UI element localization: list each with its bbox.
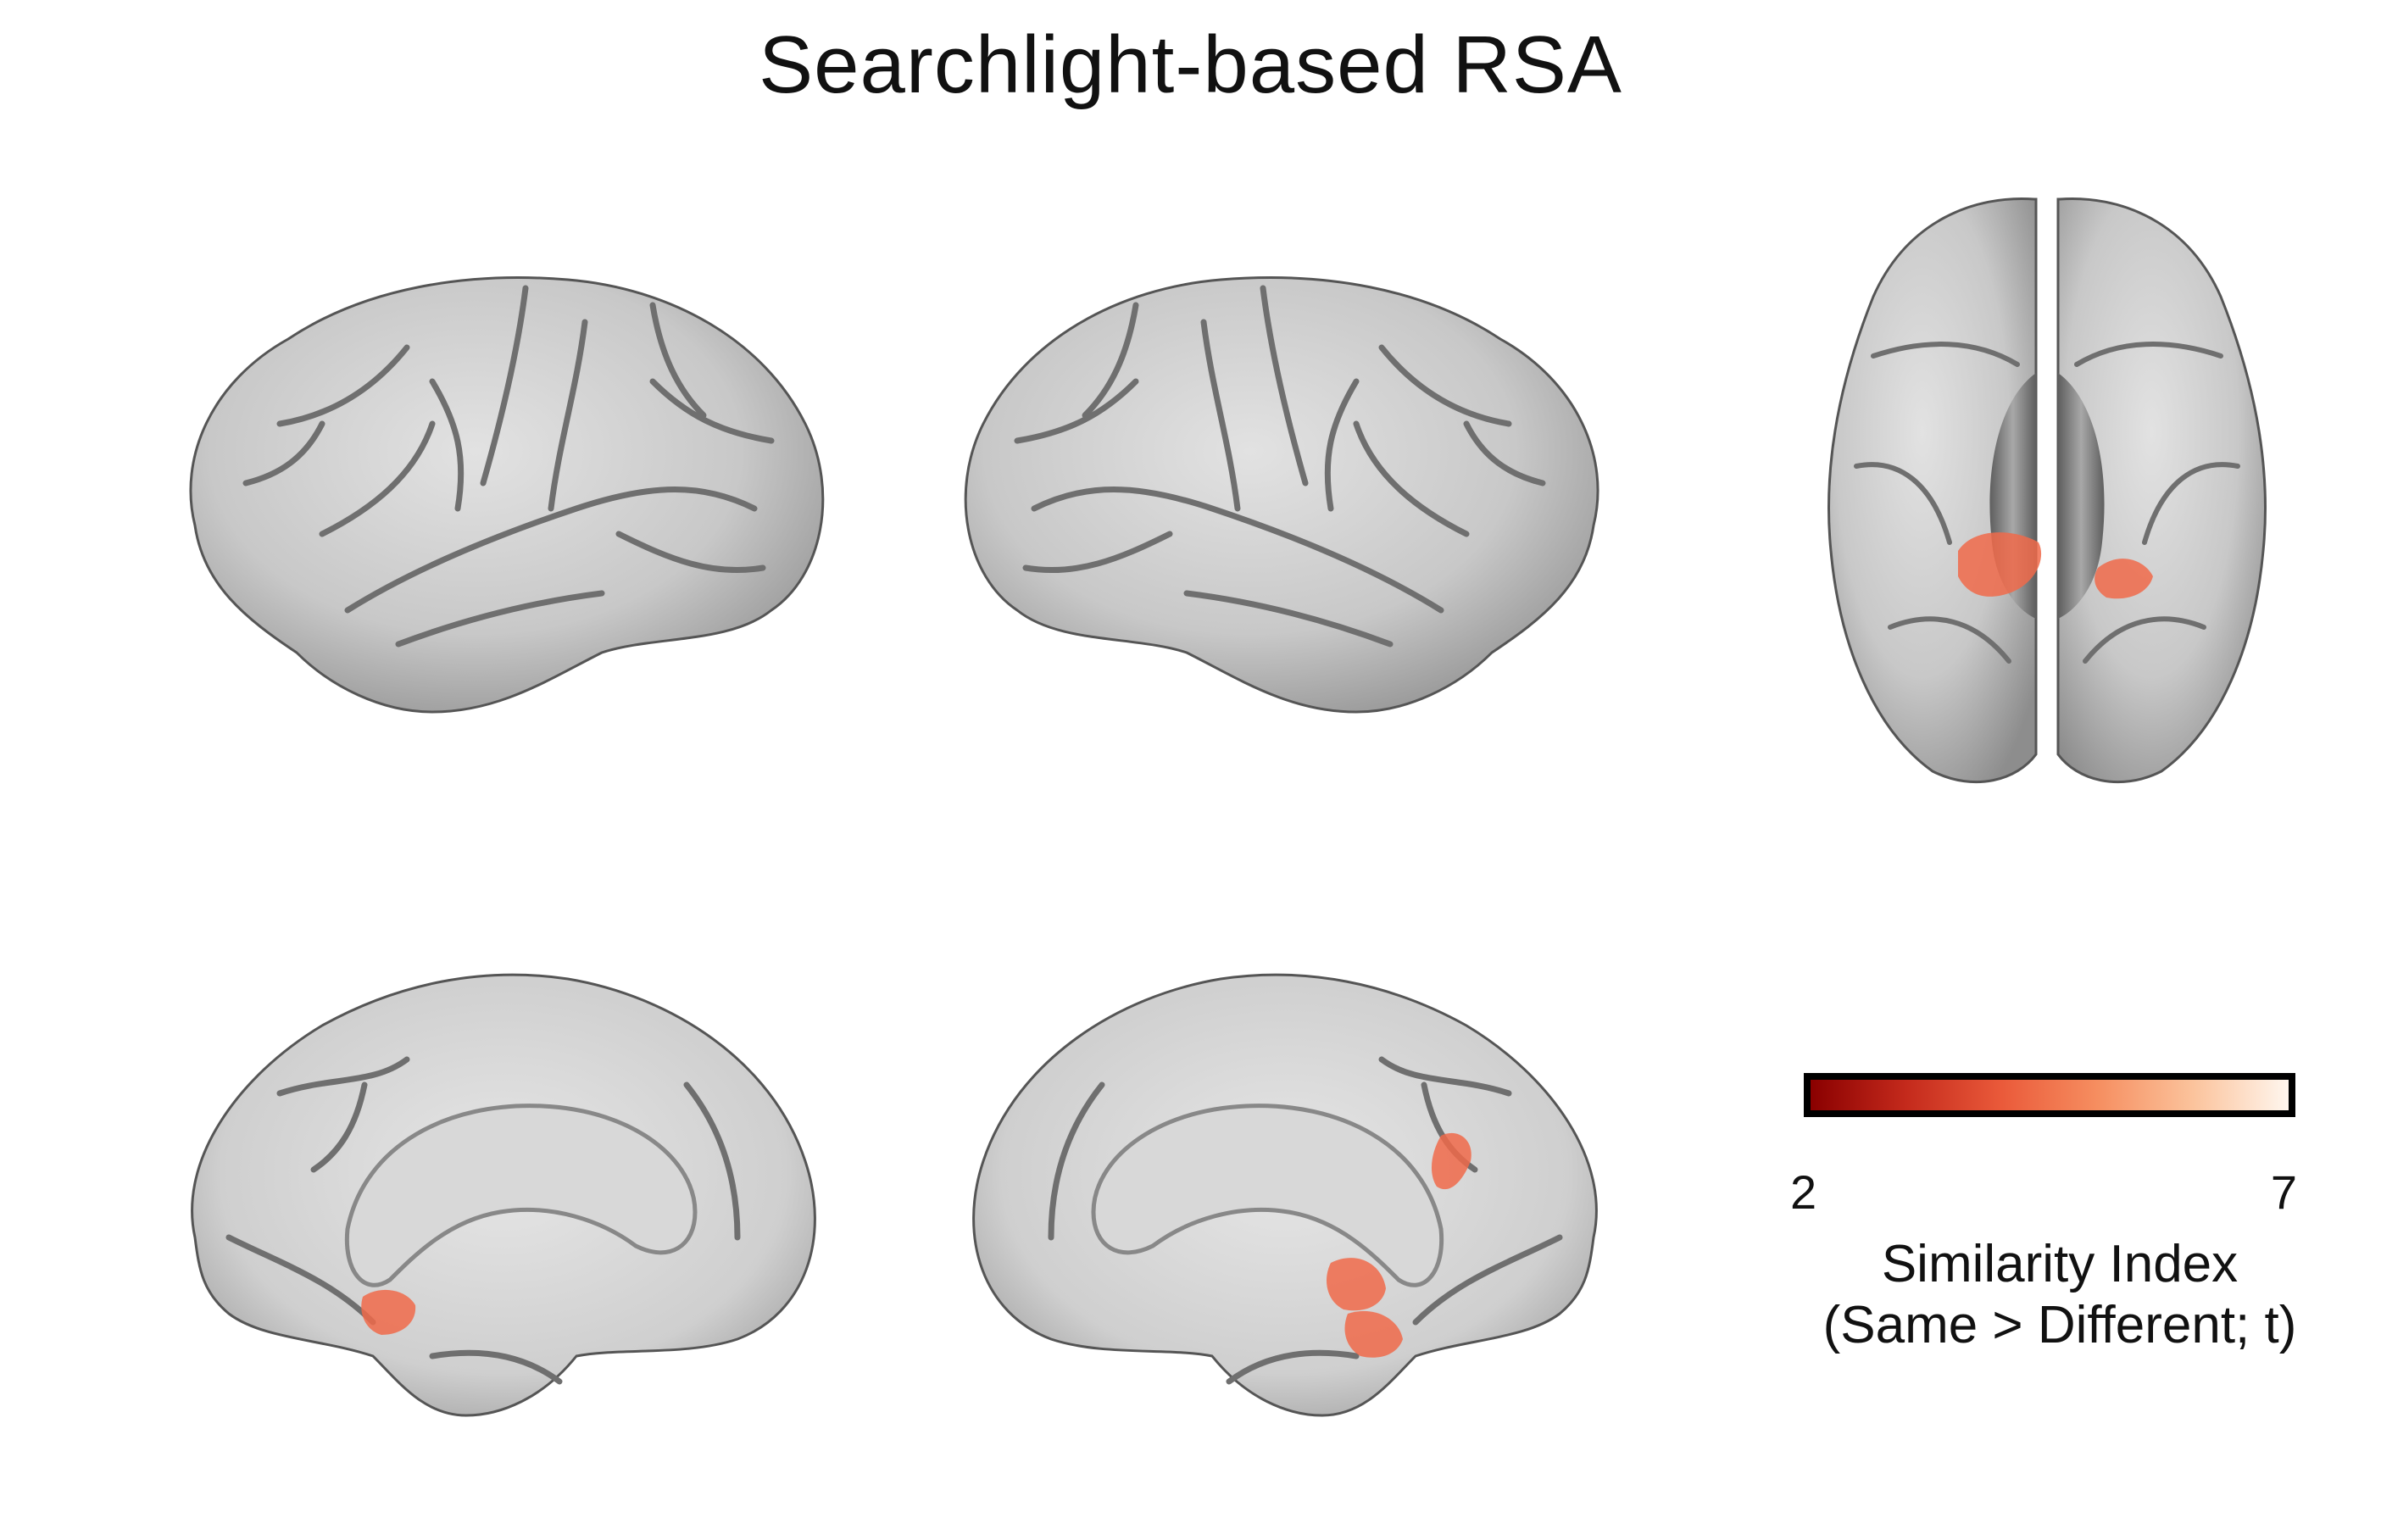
sulci [225,1056,741,1385]
sulci [1854,342,2240,664]
colorbar-title: Similarity Index (Same > Different; t) [1789,1234,2331,1356]
sulci [1014,285,1546,648]
left-lateral-view [189,276,825,714]
activation-cluster [1958,532,2042,597]
brain-outline [189,276,825,714]
colorbar-title-line2: (Same > Different; t) [1822,1296,2297,1354]
corpus-callosum [344,1104,698,1287]
corpus-callosum [1091,1104,1444,1287]
colorbar-min-label: 2 [1790,1165,1817,1219]
colorbar-title-line1: Similarity Index [1881,1235,2239,1293]
activation-cluster [1344,1310,1403,1358]
activation-cluster [1431,1132,1471,1190]
activation-cluster [1327,1258,1386,1311]
colorbar [1804,1073,2295,1117]
left-medial-view [191,973,816,1417]
right-lateral-view [964,276,1599,714]
colorbar-max-label: 7 [2270,1165,2297,1219]
activation-cluster [361,1289,416,1335]
ventral-view [1827,197,2267,784]
medial-wall-right [2058,373,2105,619]
activation-cluster [2095,559,2153,599]
brain-outline [964,276,1599,714]
figure-title: Searchlight-based RSA [759,19,1622,110]
colorbar-legend: 2 7 Similarity Index (Same > Different; … [1789,1073,2297,1412]
sulci [242,285,775,648]
right-medial-view [972,973,1598,1417]
